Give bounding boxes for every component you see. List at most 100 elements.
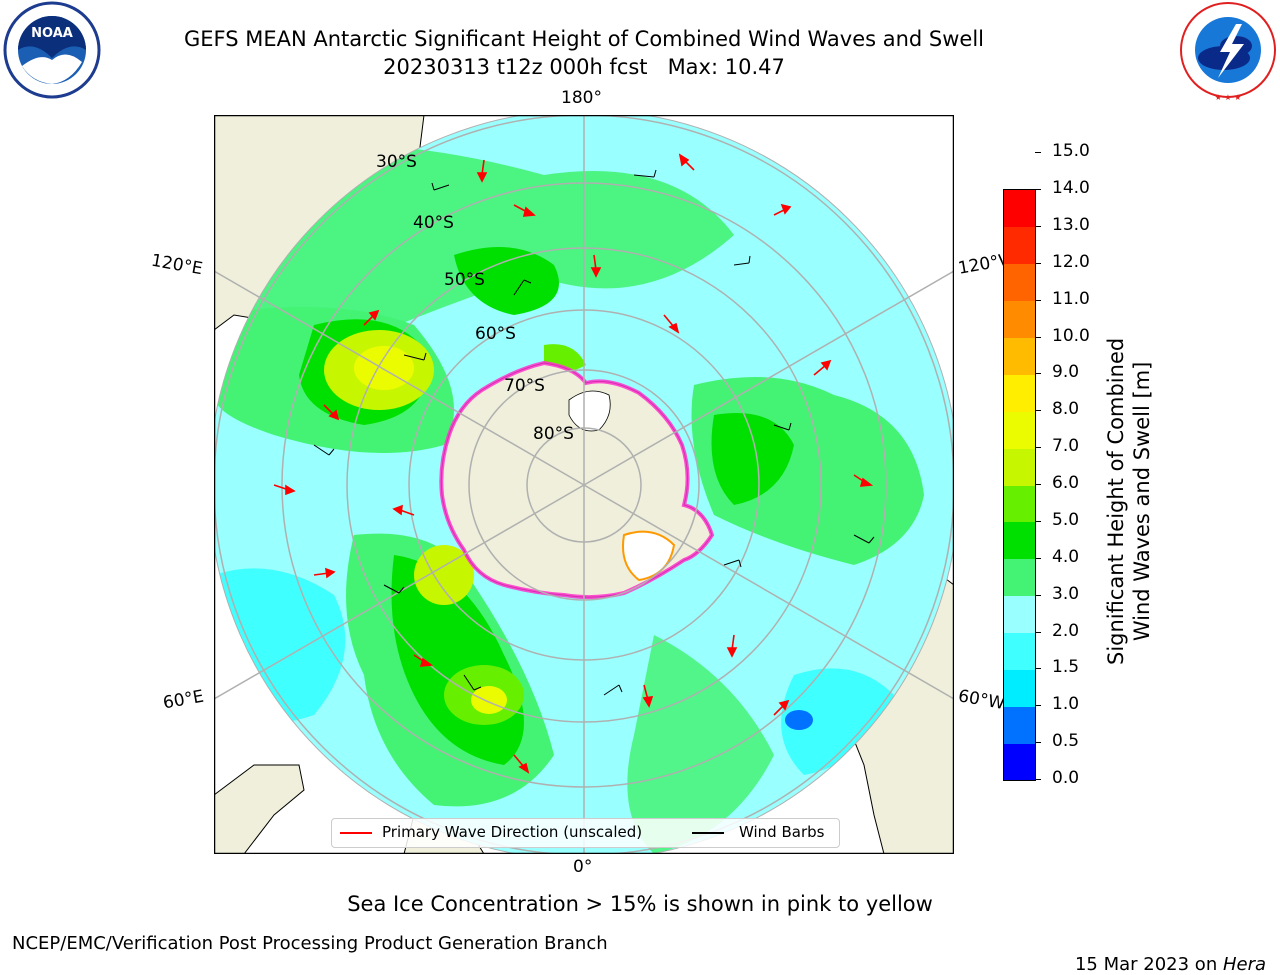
lat-label-30s: 30°S: [376, 152, 417, 172]
colorbar-segment: [1004, 558, 1035, 597]
colorbar-tick-label: 3.0: [1052, 583, 1080, 604]
machine-name: Hera: [1222, 954, 1266, 975]
colorbar-tick-mark: [1035, 299, 1041, 301]
lon-label-top: 180°: [561, 88, 602, 108]
wave-arrow: [392, 504, 415, 516]
lat-label-40s: 40°S: [413, 213, 454, 233]
colorbar-tick-mark: [1035, 779, 1041, 780]
colorbar-tick-label: 13.0: [1052, 214, 1090, 235]
colorbar-tick-mark: [1035, 225, 1041, 227]
colorbar-segment: [1004, 448, 1035, 486]
wave-arrow: [513, 754, 530, 774]
wave-arrow: [853, 474, 874, 487]
wave-direction-arrows: [273, 153, 874, 774]
lon-label-lower-right: 60°W: [956, 686, 1005, 714]
svg-text:★ ★ ★: ★ ★ ★: [1215, 93, 1242, 102]
wind-barb: [633, 169, 657, 178]
wave-arrow: [726, 634, 738, 658]
colorbar-tick-label: 14.0: [1052, 178, 1090, 198]
colorbar-tick-label: 10.0: [1052, 325, 1090, 346]
lon-label-upper-right: 120°W: [956, 251, 1005, 279]
wind-barb: [463, 674, 482, 691]
colorbar-segment: [1004, 485, 1035, 523]
wave-arrow: [642, 684, 654, 708]
colorbar-tick-label: 5.0: [1052, 509, 1080, 530]
wave-arrow: [513, 204, 536, 217]
wind-barb: [773, 422, 792, 431]
wind-barb: [723, 559, 742, 568]
graticule: [214, 115, 954, 854]
colorbar-segments: [1004, 190, 1035, 780]
colorbar-tick-label: 7.0: [1052, 436, 1080, 457]
chart-subtitle: 20230313 t12z 000h fcst Max: 10.47: [383, 55, 785, 79]
colorbar-tick-mark: [1035, 262, 1041, 264]
colorbar-segment: [1004, 226, 1035, 265]
colorbar-segment: [1004, 190, 1035, 228]
colorbar-tick-label: 4.0: [1052, 546, 1080, 567]
colorbar-tick-mark: [1035, 668, 1041, 670]
map-legend: Primary Wave Direction (unscaled) Wind B…: [331, 818, 840, 848]
wind-barb: [603, 684, 623, 696]
colorbar-tick-mark: [1035, 520, 1041, 522]
colorbar-tick-label: 2.0: [1052, 620, 1080, 641]
colorbar-tick-label: 0.5: [1052, 731, 1080, 752]
colorbar-tick-mark: [1035, 447, 1041, 449]
colorbar-segment: [1004, 374, 1035, 412]
wave-arrow: [313, 567, 336, 579]
colorbar-segment: [1004, 263, 1035, 302]
colorbar: [1003, 189, 1036, 781]
wind-barbs-legend-label: Wind Barbs: [739, 823, 825, 841]
wave-direction-legend-line: [340, 832, 372, 834]
colorbar-tick-label: 8.0: [1052, 399, 1080, 420]
colorbar-tick-mark: [1035, 410, 1041, 412]
wind-barbs-legend-line: [692, 832, 724, 834]
lat-label-70s: 70°S: [504, 376, 545, 396]
lon-label-upper-left: 120°E: [149, 250, 205, 280]
colorbar-tick-mark: [1035, 373, 1041, 375]
wind-barbs: [313, 169, 875, 696]
wave-arrow: [363, 309, 380, 326]
wave-arrow: [813, 359, 832, 376]
colorbar-label-line2: Wind Waves and Swell [m]: [1130, 361, 1154, 642]
colorbar-tick-mark: [1035, 152, 1041, 154]
nws-logo: ★ ★ ★: [1180, 2, 1276, 102]
lon-label-bottom: 0°: [573, 857, 593, 877]
colorbar-tick-label: 9.0: [1052, 362, 1080, 383]
date-line: 15 Mar 2023 on Hera: [1064, 933, 1266, 975]
colorbar-segment: [1004, 521, 1035, 560]
colorbar-segment: [1004, 411, 1035, 449]
chart-title: GEFS MEAN Antarctic Significant Height o…: [183, 27, 985, 51]
colorbar-tick-label: 15.0: [1052, 141, 1090, 162]
colorbar-tick-label: 0.0: [1052, 768, 1080, 788]
colorbar-segment: [1004, 337, 1035, 375]
wind-barb: [313, 444, 335, 456]
colorbar-segment: [1004, 595, 1035, 633]
colorbar-label-line1: Significant Height of Combined: [1104, 337, 1128, 665]
wind-barb: [431, 182, 450, 191]
wind-barb: [853, 534, 875, 544]
wave-arrow: [678, 153, 695, 171]
credit-line: NCEP/EMC/Verification Post Processing Pr…: [12, 933, 608, 954]
colorbar-segment: [1004, 669, 1035, 707]
lat-label-80s: 80°S: [533, 424, 574, 444]
sea-ice-note: Sea Ice Concentration > 15% is shown in …: [347, 892, 933, 916]
colorbar-tick-label: 1.0: [1052, 694, 1080, 715]
wave-arrow: [773, 699, 790, 716]
map-frame: [214, 115, 954, 854]
colorbar-tick-mark: [1035, 189, 1041, 190]
wind-barb: [513, 279, 532, 296]
sea-ice-edge: [439, 360, 715, 600]
lat-label-50s: 50°S: [444, 270, 485, 290]
lon-label-lower-left: 60°E: [161, 686, 206, 714]
colorbar-tick-label: 11.0: [1052, 288, 1090, 309]
colorbar-tick-mark: [1035, 631, 1041, 633]
colorbar-tick-label: 6.0: [1052, 473, 1080, 493]
wave-arrow: [590, 254, 602, 278]
colorbar-segment: [1004, 706, 1035, 744]
date-text: 15 Mar 2023 on: [1074, 954, 1223, 975]
wave-arrow: [273, 484, 296, 496]
colorbar-tick-mark: [1035, 742, 1041, 744]
noaa-logo-text: NOAA: [31, 26, 73, 41]
wave-arrow: [476, 159, 488, 183]
noaa-logo: NOAA: [3, 1, 101, 99]
